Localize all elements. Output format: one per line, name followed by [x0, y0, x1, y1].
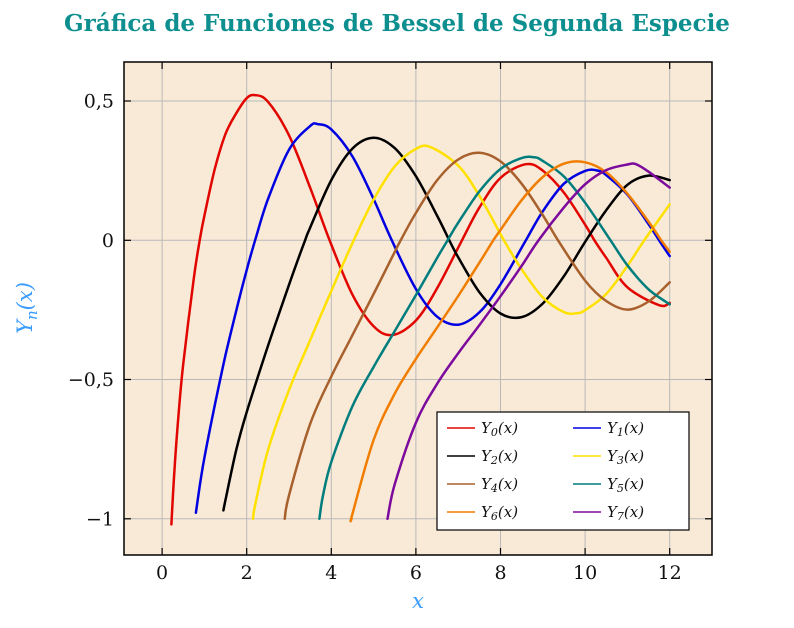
legend: Y0(x) Y1(x) Y2(x) Y3(x) Y4(x) Y5(x) Y6(x) Y7(x): [436, 411, 690, 531]
series-line-Y1: [194, 122, 671, 514]
series-line-Y7: [386, 162, 671, 521]
legend-label-Y6: Y6(x): [481, 503, 518, 523]
legend-box: [436, 411, 690, 531]
series-curves: [170, 93, 671, 526]
x-tick-label: 6: [410, 562, 422, 584]
y-axis-label: Yn(x): [13, 282, 41, 334]
tick-labels: 0 2 4 6 8 10 12 0,5 0 −0,5 −1: [68, 91, 682, 585]
y-tick-label: −1: [86, 508, 114, 530]
series-line-Y5: [318, 155, 671, 521]
y-axis-label-sub: n: [23, 310, 41, 320]
series-line-Y2: [222, 136, 671, 512]
series-line-Y0: [170, 93, 671, 526]
x-tick-label: 8: [494, 562, 506, 584]
series-line-Y6: [349, 160, 671, 523]
y-tick-label: 0: [102, 230, 114, 252]
x-tick-label: 12: [658, 562, 682, 584]
y-axis-label-rest: (x): [13, 282, 37, 310]
tick-marks: [124, 62, 712, 555]
legend-label-Y3: Y3(x): [607, 447, 644, 467]
plot-frame: [123, 61, 713, 556]
series-line-Y4: [283, 151, 671, 521]
legend-label-Y5: Y5(x): [607, 475, 644, 495]
y-tick-label: −0,5: [68, 369, 114, 391]
legend-label-Y2: Y2(x): [481, 447, 518, 467]
x-tick-label: 2: [241, 562, 253, 584]
legend-label-Y1: Y1(x): [607, 419, 644, 439]
legend-label-Y7: Y7(x): [607, 503, 644, 523]
y-axis-label-base: Y: [13, 318, 37, 334]
legend-label-Y4: Y4(x): [481, 475, 518, 495]
x-tick-label: 10: [573, 562, 597, 584]
chart-title: Gráfica de Funciones de Bessel de Segund…: [64, 10, 730, 37]
series-line-Y3: [251, 144, 671, 521]
y-tick-label: 0,5: [84, 91, 114, 113]
legend-label-Y0: Y0(x): [481, 419, 518, 439]
x-tick-label: 4: [325, 562, 337, 584]
x-axis-label: x: [412, 589, 424, 613]
x-tick-label: 0: [156, 562, 168, 584]
